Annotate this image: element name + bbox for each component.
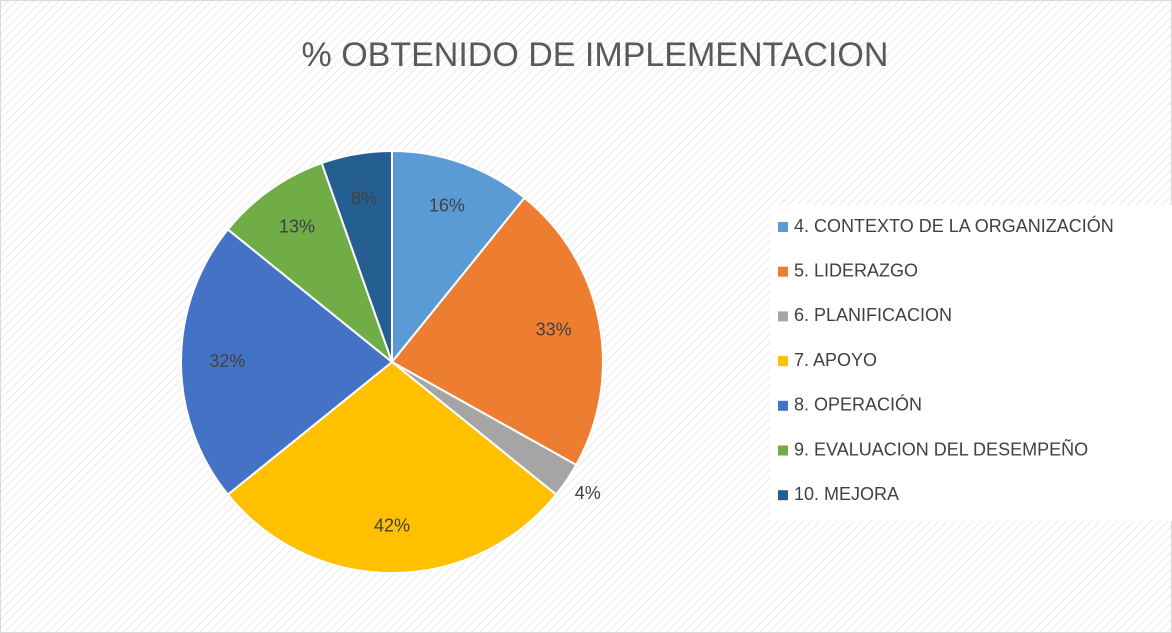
legend-label: 5. LIDERAZGO	[794, 260, 918, 280]
data-label: 42%	[374, 515, 410, 535]
legend-swatch	[778, 311, 788, 322]
legend-background	[770, 205, 1172, 521]
data-label: 4%	[575, 483, 601, 503]
legend-swatch	[778, 400, 788, 411]
legend-swatch	[778, 490, 788, 501]
pie-slice	[226, 161, 395, 365]
pie-slice	[390, 196, 604, 467]
legend-label: 4. CONTEXTO DE LA ORGANIZACIÓN	[794, 215, 1114, 236]
data-label: 8%	[351, 189, 377, 209]
pie-slice	[180, 228, 394, 496]
legend-label: 6. PLANIFICACION	[794, 305, 952, 325]
pie-slice	[391, 149, 526, 365]
pie-slice	[226, 360, 558, 574]
data-label: 16%	[429, 196, 465, 216]
chart-title: % OBTENIDO DE IMPLEMENTACION	[302, 36, 889, 74]
data-label: 33%	[536, 319, 572, 339]
pie-slice	[320, 149, 393, 363]
legend-label: 8. OPERACIÓN	[794, 394, 922, 415]
legend-label: 10. MEJORA	[794, 484, 899, 504]
data-label: 32%	[209, 351, 245, 371]
legend-swatch	[778, 266, 788, 277]
legend-label: 7. APOYO	[794, 350, 877, 370]
legend-swatch	[778, 222, 788, 232]
legend-swatch	[778, 356, 788, 367]
data-label: 13%	[279, 216, 315, 236]
legend-label: 9. EVALUACION DEL DESEMPEÑO	[794, 438, 1088, 459]
legend-swatch	[778, 445, 788, 456]
